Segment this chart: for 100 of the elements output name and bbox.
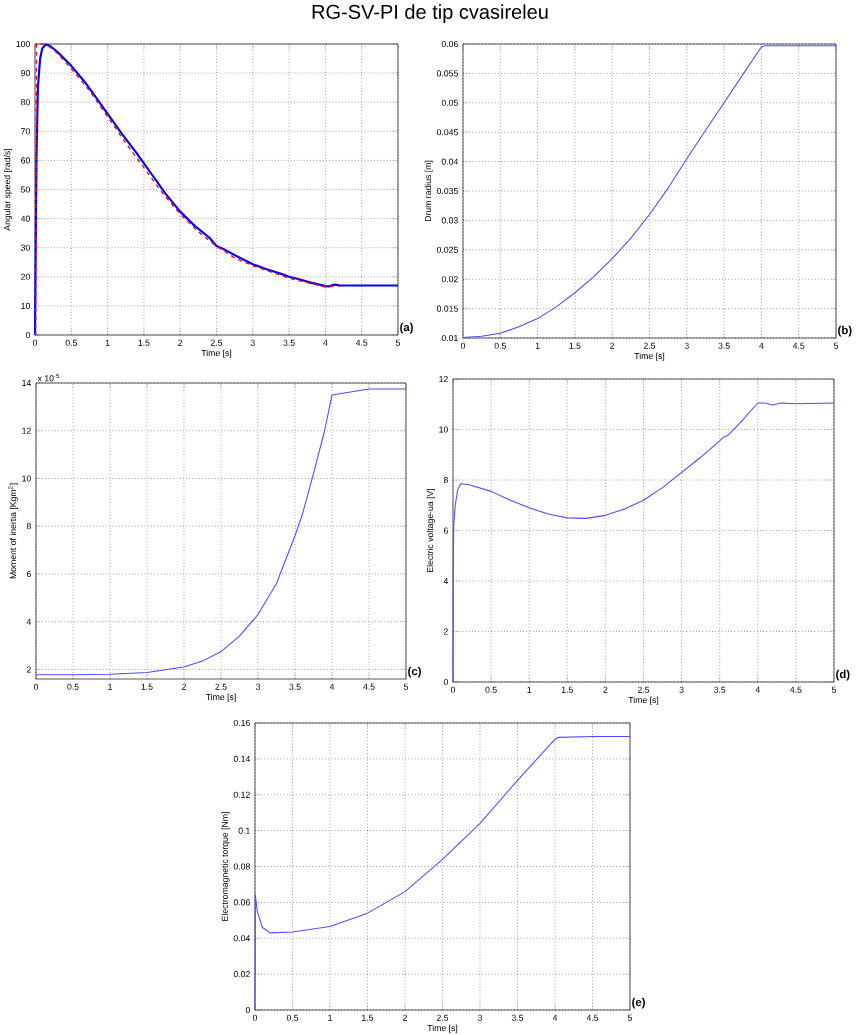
y-tick-label: 80 [21,99,30,106]
y-tick-label: 0 [25,331,30,339]
x-tick-label: 2.5 [637,686,650,693]
y-tick-label: 4 [443,578,449,584]
x-tick-label: 2 [603,686,608,693]
y-tick-label: 70 [21,128,30,135]
y-tick-label: 10 [22,475,31,482]
x-tick-label: 4 [552,1014,558,1021]
y-tick-label: 40 [20,215,30,222]
x-tick-label: 3 [477,1014,483,1021]
text: (b) [838,325,852,337]
y-axis-title: Electric voltage-ua [V] [426,488,435,572]
y-tick-label: 0.12 [233,791,250,798]
x-tick-label: 3.5 [714,686,726,693]
y-tick-label: 0.025 [436,246,458,253]
x-axis-title: Time [s] [205,693,236,702]
y-tick-label: 2 [26,666,31,673]
x-tick-label: 4.5 [363,683,375,690]
x-tick-label: 0.5 [286,1014,299,1021]
x-tick-label: 0 [32,339,38,346]
x-axis-title: Time [s] [634,352,665,361]
x-tick-label: 0 [33,683,39,690]
x-tick-label: 2 [182,683,186,690]
x-tick-label: 1 [105,339,110,346]
x-tick-label: 4 [329,683,335,690]
x-tick-label: 2 [403,1014,407,1021]
x-tick-label: 1 [108,683,112,690]
x-tick-label: 4.5 [792,342,805,349]
y-tick-label: 100 [16,40,30,48]
x-tick-label: 3.5 [511,1014,524,1021]
y-tick-label: 6 [443,527,448,534]
x-tick-label: 0.5 [67,683,79,690]
y-tick-label: 6 [26,570,31,578]
y-tick-label: 0 [245,1006,250,1014]
x-tick-label: 3 [250,339,255,346]
y-axis-title: Electromagnetic torque [Nm] [221,812,230,921]
x-tick-label: 3 [684,342,689,349]
y-tick-label: 12 [439,375,448,383]
y-tick-label: 60 [21,157,30,164]
x-tick-label: 3.5 [283,339,295,346]
x-tick-label: 1.5 [138,339,150,346]
x-tick-label: 3.5 [289,683,301,690]
y-tick-label: 50 [21,186,30,193]
y-tick-label: 10 [21,302,30,309]
x-tick-label: 4.5 [790,686,802,693]
x-tick-label: 0 [252,1014,258,1021]
x-tick-label: 5 [403,683,409,690]
x-tick-label: 1.5 [362,1014,374,1021]
x-tick-label: 2.5 [436,1014,449,1021]
x-tick-label: 5 [833,342,839,349]
x-tick-label: 0.5 [494,342,506,349]
y-tick-label: 0.015 [436,305,458,312]
y-axis-title: Drum radius [m] [424,160,433,222]
y-axis-title: Angular speed [rad/s] [3,148,13,231]
x-tick-label: 1.5 [561,686,573,693]
y-tick-label: 0.06 [441,40,458,48]
y-tick-label: 10 [439,426,448,433]
x-tick-label: 1 [328,1014,332,1021]
y-tick-label: 14 [22,380,32,386]
x-tick-label: 2.5 [215,683,227,690]
x-tick-label: 4 [323,339,328,346]
line-series [35,388,407,676]
x-tick-label: 4 [755,686,760,693]
x-axis-title: Time [s] [201,349,232,358]
y-tick-label: 0.03 [441,217,458,224]
x-tick-label: 0.5 [65,339,77,346]
y-tick-label: 12 [22,427,31,434]
line-series [34,43,341,336]
y-tick-label: 0.04 [233,935,251,942]
y-tick-label: 0.16 [233,719,250,727]
y-tick-label: 8 [443,476,448,484]
x-tick-label: 5 [831,686,837,693]
y-tick-label: 0.035 [436,187,458,195]
x-axis-title: Time [s] [427,1024,458,1033]
y-tick-label: 30 [20,244,30,251]
line-series [254,735,631,1011]
line-series [462,45,837,338]
y-tick-label: 8 [26,523,31,530]
text: x 10$^{-5}$ [37,373,60,382]
text: (d) [836,669,850,681]
x-tick-label: 1 [535,342,540,349]
y-tick-label: 0.055 [436,70,458,77]
y-tick-label: 0.08 [233,863,250,870]
x-tick-label: 0.5 [485,686,497,693]
y-tick-label: 20 [21,273,30,280]
x-tick-label: 3.5 [718,342,730,349]
y-tick-label: 0.14 [233,755,251,762]
y-tick-label: 90 [21,70,30,77]
x-tick-label: 0 [460,342,466,349]
y-tick-label: 0.045 [436,129,458,136]
chart-title: RG-SV-PI de tip cvasireleu [312,4,548,23]
x-tick-label: 3 [679,686,684,693]
x-tick-label: 4.5 [355,339,368,346]
x-tick-label: 5 [627,1014,633,1021]
y-tick-label: 0.02 [233,971,250,978]
x-tick-label: 2 [178,339,183,346]
x-tick-label: 1 [527,686,532,693]
y-axis-title: Moment of inertia [Kgm$^{2}$] [8,483,18,579]
y-tick-label: 0.02 [441,276,458,283]
x-tick-label: 3 [255,683,261,690]
